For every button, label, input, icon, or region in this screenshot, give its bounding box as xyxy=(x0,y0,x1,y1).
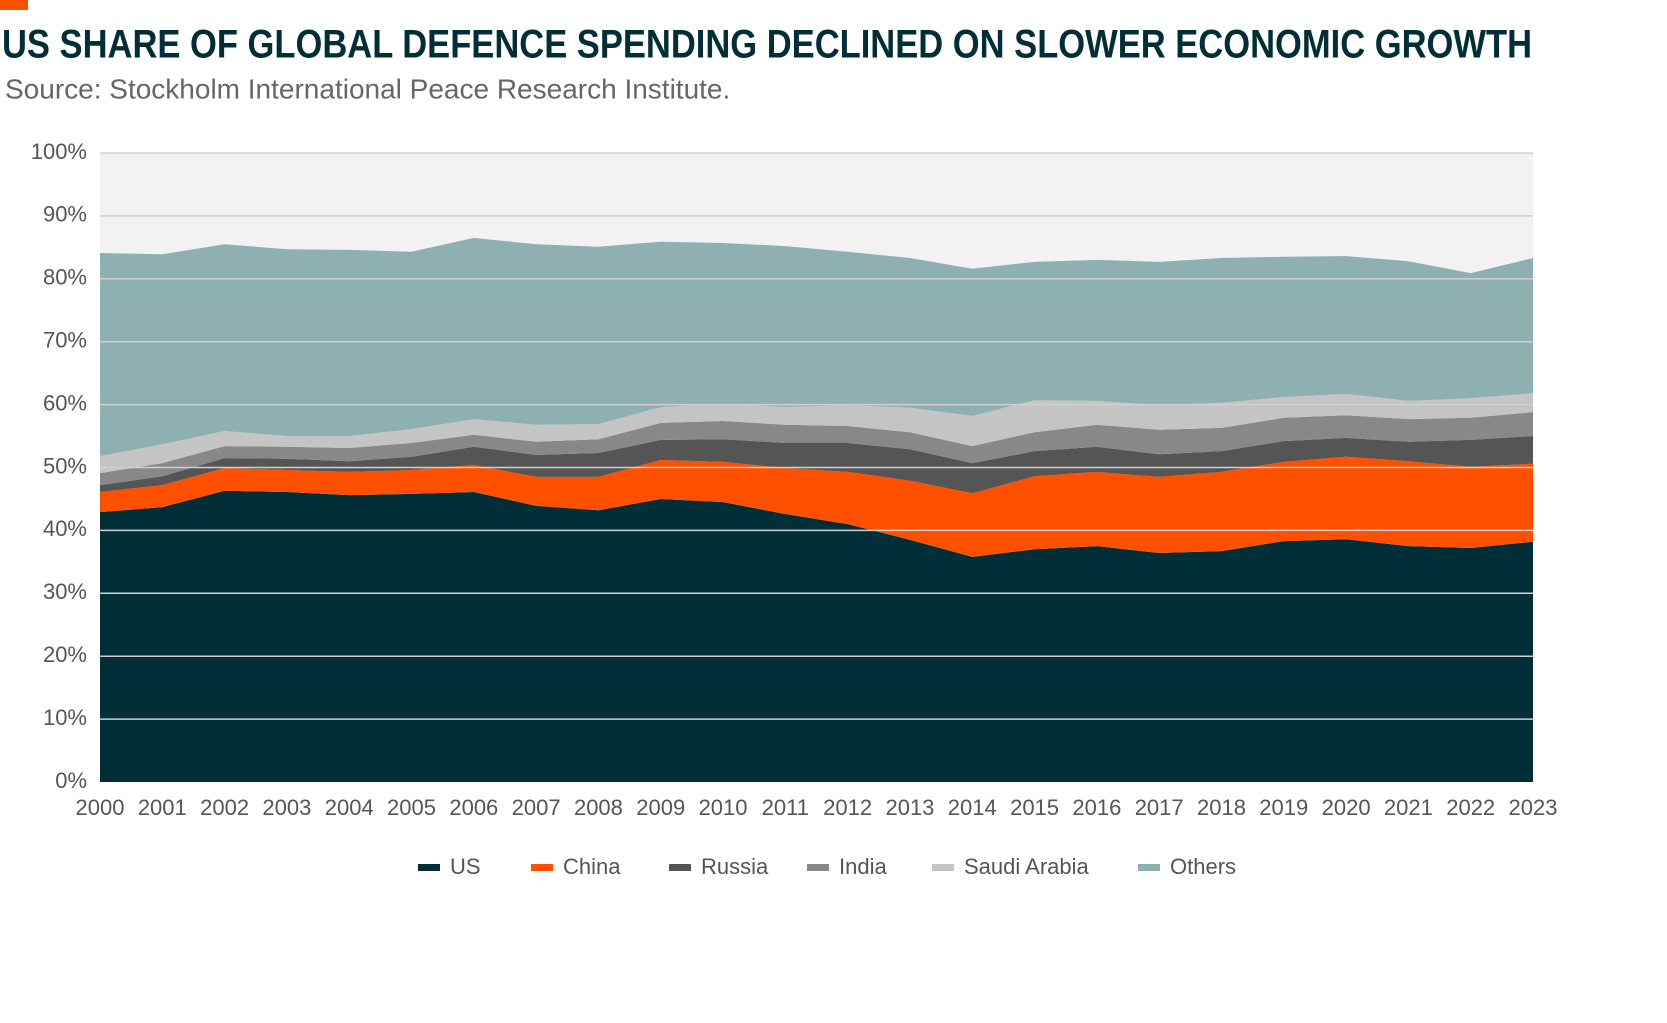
x-tick-label: 2011 xyxy=(762,795,809,820)
y-tick-label: 70% xyxy=(43,328,87,353)
x-tick-label: 2004 xyxy=(325,795,374,820)
y-tick-label: 0% xyxy=(55,768,87,793)
x-tick-label: 2014 xyxy=(948,795,997,820)
x-tick-label: 2020 xyxy=(1322,795,1371,820)
accent-bar xyxy=(0,0,28,10)
legend-label: US xyxy=(450,854,481,879)
x-tick-label: 2018 xyxy=(1197,795,1246,820)
y-tick-label: 50% xyxy=(43,453,87,478)
area xyxy=(100,490,1533,782)
x-tick-label: 2001 xyxy=(138,795,187,820)
x-tick-label: 2015 xyxy=(1010,795,1059,820)
legend-label: China xyxy=(563,854,621,879)
legend-swatch xyxy=(932,864,954,871)
x-tick-label: 2017 xyxy=(1135,795,1184,820)
x-tick-label: 2012 xyxy=(823,795,872,820)
y-tick-label: 40% xyxy=(43,516,87,541)
x-tick-label: 2010 xyxy=(699,795,748,820)
y-tick-label: 90% xyxy=(43,202,87,227)
legend-swatch xyxy=(807,864,829,871)
x-tick-label: 2009 xyxy=(636,795,685,820)
y-tick-label: 20% xyxy=(43,642,87,667)
y-tick-label: 30% xyxy=(43,579,87,604)
area xyxy=(100,237,1533,457)
y-tick-label: 100% xyxy=(31,139,87,164)
y-tick-label: 60% xyxy=(43,390,87,415)
x-tick-label: 2022 xyxy=(1446,795,1495,820)
area xyxy=(100,393,1533,474)
x-tick-label: 2023 xyxy=(1509,795,1558,820)
legend-swatch xyxy=(1138,864,1160,871)
x-tick-label: 2019 xyxy=(1259,795,1308,820)
x-tick-label: 2021 xyxy=(1384,795,1433,820)
area xyxy=(100,456,1533,557)
legend-swatch xyxy=(669,864,691,871)
y-tick-label: 10% xyxy=(43,705,87,730)
x-tick-label: 2000 xyxy=(76,795,125,820)
legend-label: Others xyxy=(1170,854,1236,879)
legend-swatch xyxy=(418,864,440,871)
chart-subtitle: Source: Stockholm International Peace Re… xyxy=(5,73,730,104)
x-tick-label: 2006 xyxy=(449,795,498,820)
legend-label: Russia xyxy=(701,854,769,879)
x-tick-label: 2002 xyxy=(200,795,249,820)
area xyxy=(100,412,1533,486)
area xyxy=(100,436,1533,494)
x-tick-label: 2008 xyxy=(574,795,623,820)
x-tick-label: 2013 xyxy=(885,795,934,820)
legend-label: India xyxy=(839,854,887,879)
legend-swatch xyxy=(531,864,553,871)
x-tick-label: 2007 xyxy=(512,795,561,820)
legend-label: Saudi Arabia xyxy=(964,854,1090,879)
x-tick-label: 2003 xyxy=(262,795,311,820)
x-tick-label: 2016 xyxy=(1072,795,1121,820)
chart-title: US SHARE OF GLOBAL DEFENCE SPENDING DECL… xyxy=(2,23,1532,67)
x-tick-label: 2005 xyxy=(387,795,436,820)
y-tick-label: 80% xyxy=(43,265,87,290)
